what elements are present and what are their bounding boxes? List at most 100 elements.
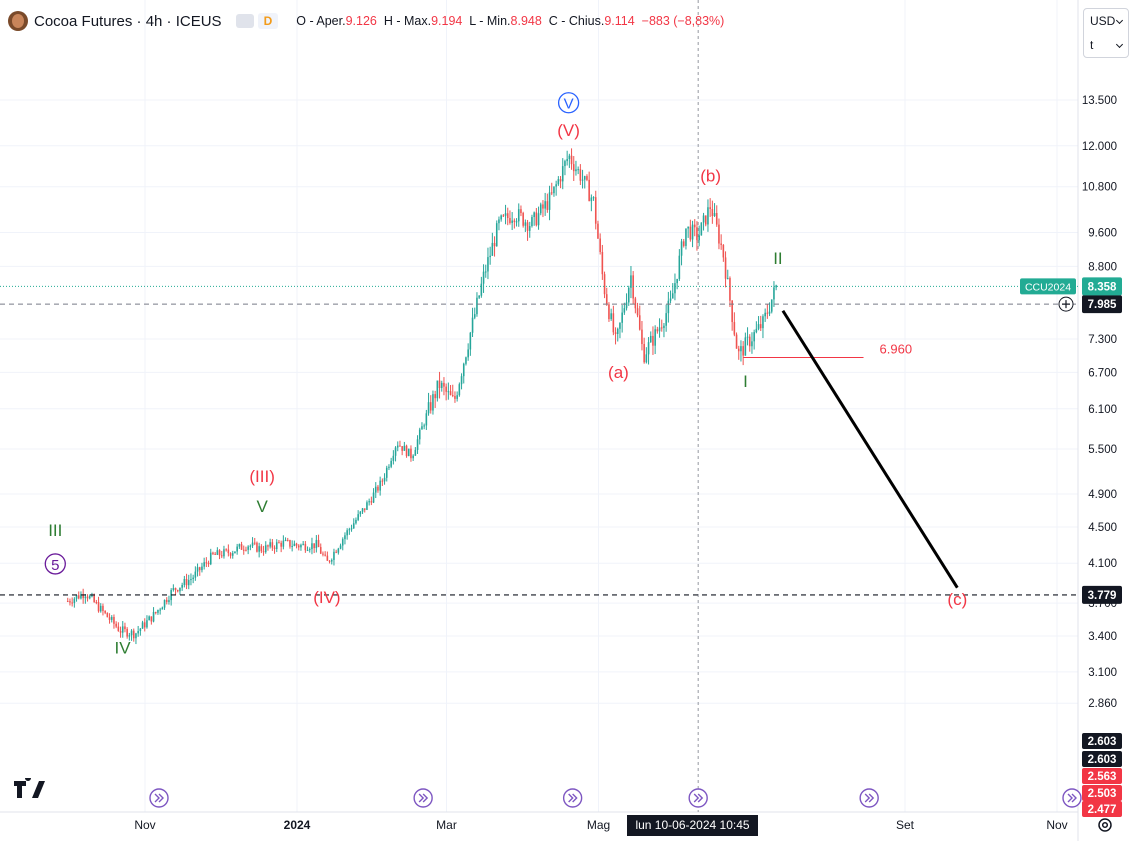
candle-body	[379, 480, 381, 491]
candle-body	[685, 228, 687, 246]
candle-body	[412, 455, 414, 459]
candle-body	[691, 224, 694, 240]
candle-body	[187, 580, 190, 586]
candle-body	[588, 179, 590, 202]
candle-body	[181, 584, 183, 588]
candle-body	[641, 329, 643, 345]
candle-body	[755, 328, 758, 333]
candle-body	[425, 413, 428, 426]
candle-body	[372, 492, 375, 503]
candle-body	[676, 278, 678, 284]
candle-body	[66, 601, 69, 603]
candle-body	[247, 546, 249, 550]
candle-body	[605, 294, 608, 305]
candle-body	[696, 227, 698, 241]
candle-body	[449, 391, 452, 396]
candle-body	[159, 609, 161, 611]
candle-body	[148, 616, 150, 621]
currency-unit-selector[interactable]: USD t	[1083, 8, 1129, 58]
wave-label: (III)	[249, 467, 275, 486]
candle-body	[502, 215, 505, 217]
event-arrow-icon	[864, 793, 875, 803]
candle-body	[280, 542, 282, 547]
candle-body	[445, 386, 447, 392]
candle-body	[236, 546, 238, 552]
candle-body	[429, 402, 432, 411]
plus-icon	[1062, 300, 1070, 309]
unit-select[interactable]: t	[1084, 33, 1128, 57]
delayed-data-badge[interactable]: D	[257, 13, 279, 29]
candle-body	[528, 226, 531, 231]
candle-body	[108, 617, 111, 620]
symbol-title[interactable]: Cocoa Futures · 4h · ICEUS	[34, 12, 222, 30]
candle-body	[271, 542, 274, 548]
bottom-price-tag-label: 2.603	[1088, 736, 1117, 748]
candle-body	[304, 543, 307, 551]
visibility-toggle-icon[interactable]	[235, 14, 254, 28]
candle-body	[229, 553, 232, 556]
candle-body	[392, 455, 395, 461]
candle-body	[220, 555, 223, 557]
candle-body	[361, 508, 364, 512]
candle-body	[110, 617, 113, 620]
candle-body	[614, 332, 617, 334]
x-tick-label: Set	[896, 818, 915, 832]
candle-body	[126, 629, 128, 637]
candle-body	[707, 207, 709, 225]
candle-body	[234, 551, 236, 554]
candle-body	[383, 477, 386, 482]
candle-body	[370, 501, 373, 503]
settings-gear-icon[interactable]	[1096, 816, 1114, 834]
candle-body	[680, 241, 683, 256]
candle-body	[465, 357, 467, 364]
candle-body	[183, 579, 186, 585]
candle-body	[590, 197, 593, 202]
candle-body	[410, 448, 412, 459]
y-tick-label: 4.100	[1088, 558, 1117, 570]
candle-body	[196, 567, 199, 572]
candle-body	[165, 599, 168, 603]
candle-body	[251, 542, 254, 546]
x-tick-label: Mag	[587, 818, 610, 832]
candle-body	[69, 601, 71, 603]
candle-body	[440, 382, 443, 389]
candle-body	[385, 467, 388, 478]
candle-body	[601, 251, 604, 275]
candle-body	[97, 602, 100, 612]
candle-body	[460, 376, 463, 385]
candle-body	[339, 545, 342, 549]
candle-body	[704, 215, 707, 225]
price-tag-label: 3.779	[1088, 590, 1117, 602]
candle-body	[163, 599, 166, 608]
candle-body	[678, 255, 681, 279]
candle-body	[168, 600, 170, 603]
candle-body	[487, 257, 489, 272]
candle-body	[143, 622, 146, 628]
candle-body	[113, 617, 115, 624]
candle-body	[493, 242, 496, 247]
candle-body	[154, 611, 157, 613]
candle-body	[458, 384, 461, 396]
candle-body	[91, 595, 93, 597]
candle-body	[579, 169, 582, 181]
candle-body	[713, 213, 716, 216]
candle-body	[302, 543, 304, 545]
price-tag-bg	[1082, 295, 1122, 314]
candle-body	[634, 298, 637, 309]
candle-body	[482, 271, 485, 284]
candle-body	[557, 179, 560, 185]
candle-body	[753, 332, 755, 342]
candle-body	[130, 630, 133, 636]
candle-body	[225, 549, 227, 551]
candle-body	[141, 622, 144, 629]
candle-body	[603, 274, 606, 295]
candle-body	[669, 298, 672, 301]
candle-body	[326, 555, 329, 561]
candle-body	[106, 612, 109, 618]
candle-body	[627, 287, 630, 303]
candle-body	[542, 204, 544, 209]
candle-body	[535, 212, 538, 226]
crosshair-date-label: lun 10-06-2024 10:45	[627, 815, 758, 836]
currency-select[interactable]: USD	[1084, 9, 1128, 33]
